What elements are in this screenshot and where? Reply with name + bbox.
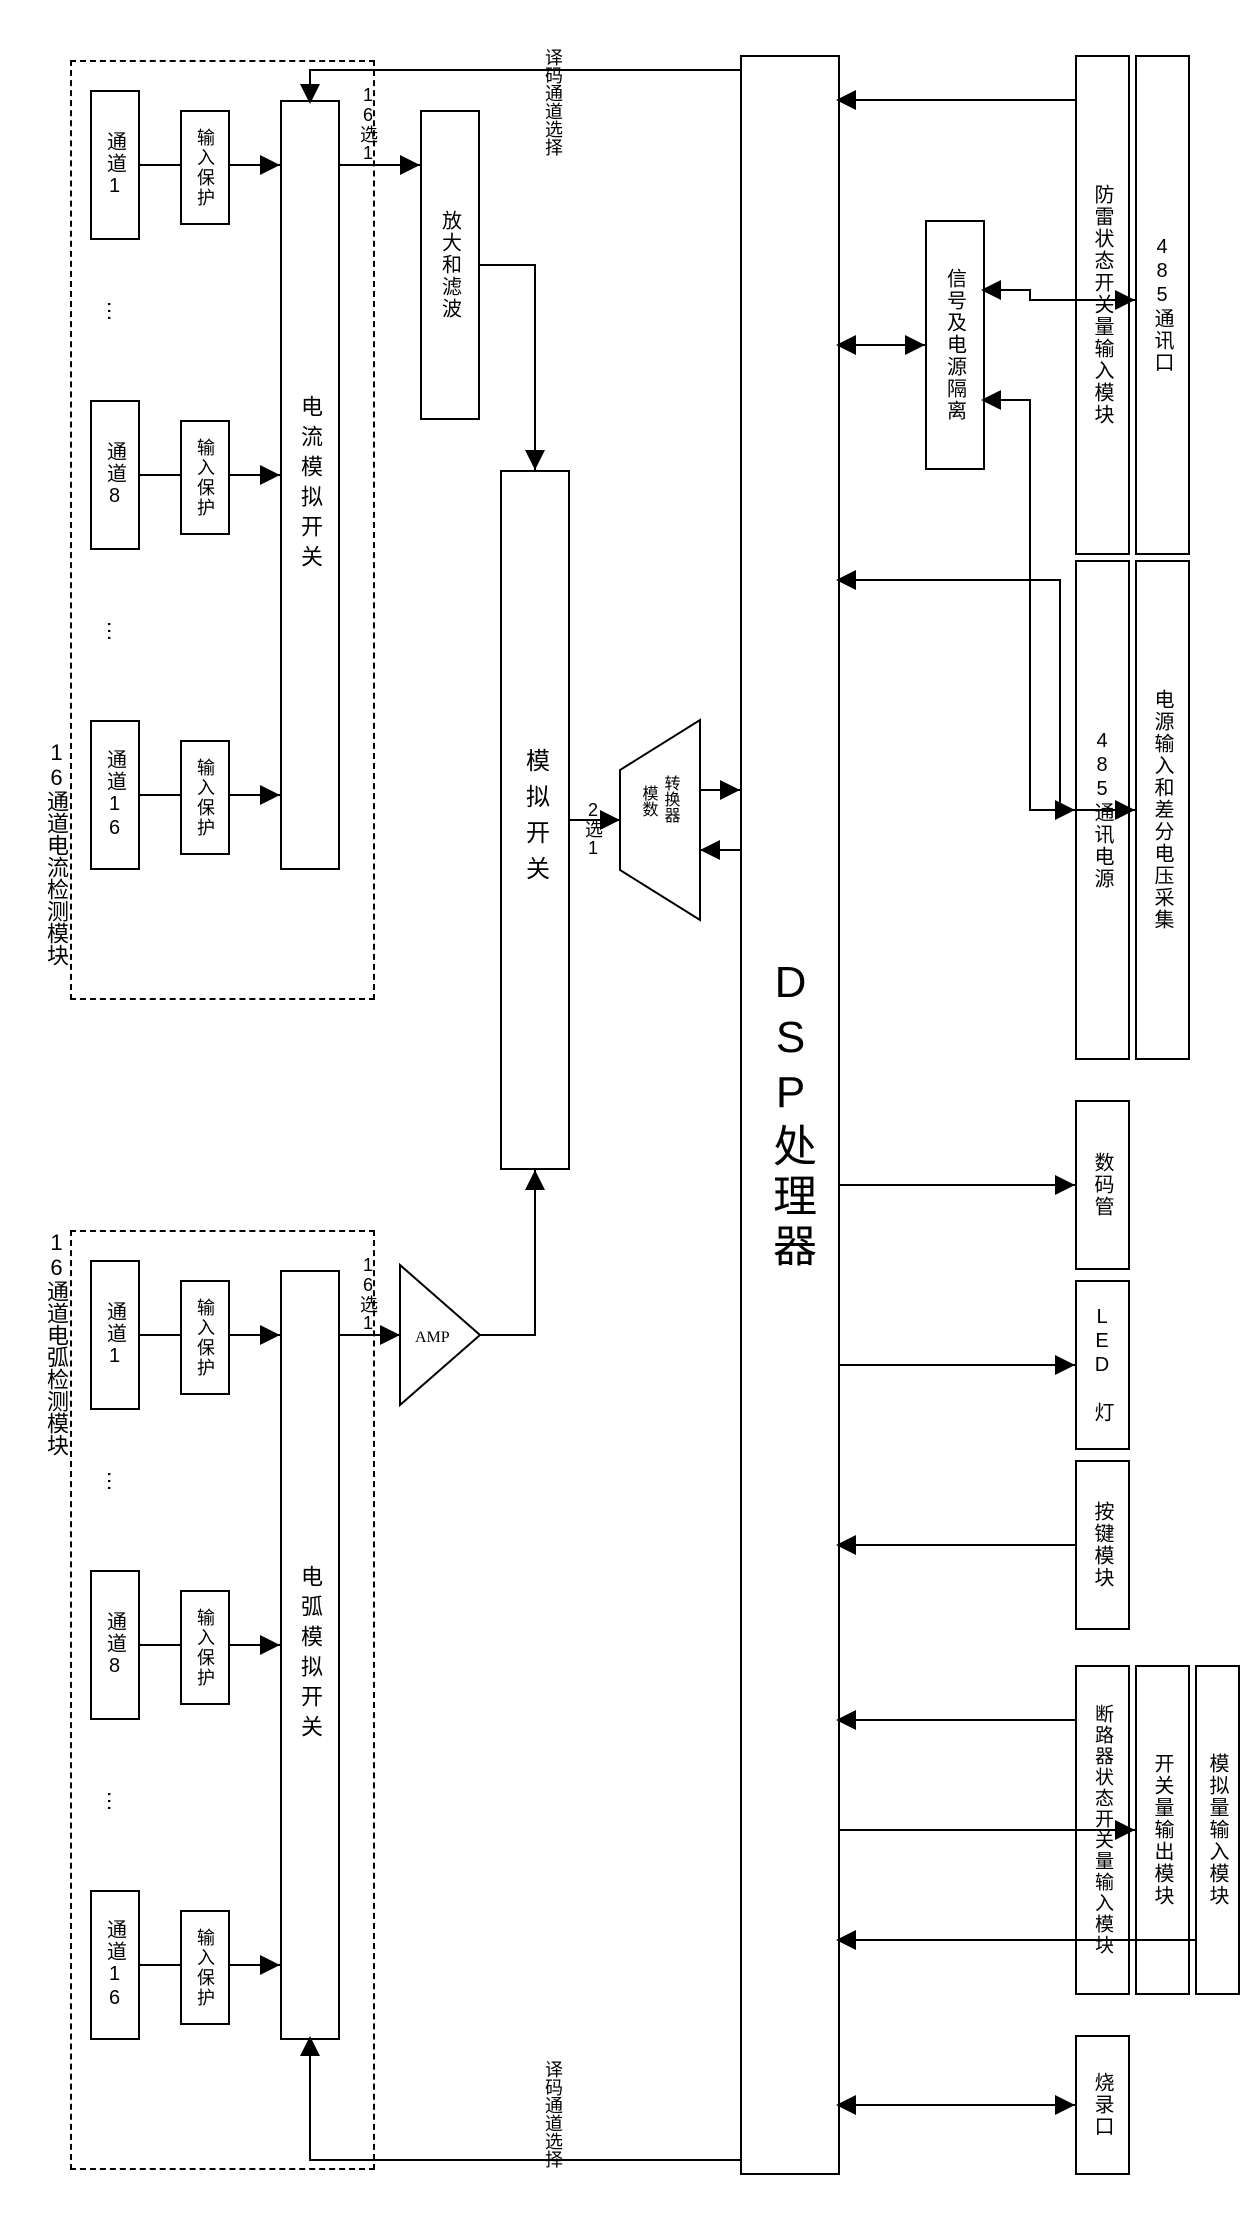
arc-ch1: 通道1 bbox=[90, 1260, 140, 1410]
current-protect-16: 输入保护 bbox=[180, 740, 230, 855]
arc-ch8: 通道8 bbox=[90, 1570, 140, 1720]
ellipsis: … bbox=[102, 1790, 128, 1812]
current-analog-switch: 电流模拟开关 bbox=[280, 100, 340, 870]
right-block-0: 防雷状态开关量输入模块 bbox=[1075, 55, 1130, 555]
svg-text:AMP: AMP bbox=[415, 1329, 450, 1346]
mux2-label: 2选1 bbox=[580, 800, 606, 858]
current-protect-1: 输入保护 bbox=[180, 110, 230, 225]
right-block-1: 485通讯口 bbox=[1135, 55, 1190, 555]
ellipsis: … bbox=[102, 300, 128, 322]
right-block-9: 模拟量输入模块 bbox=[1195, 1665, 1240, 1995]
amp-filter: 放大和滤波 bbox=[420, 110, 480, 420]
svg-text:模数: 模数 bbox=[640, 785, 659, 817]
dsp-processor: DSP处理器 bbox=[740, 55, 840, 2175]
arc-protect-8: 输入保护 bbox=[180, 1590, 230, 1705]
current-module-title: 16通道电流检测模块 bbox=[40, 740, 72, 966]
current-decode-label: 译码通道选择 bbox=[540, 48, 566, 156]
arc-ch16: 通道16 bbox=[90, 1890, 140, 2040]
arc-decode-label: 译码通道选择 bbox=[540, 2060, 566, 2168]
arc-module-title: 16通道电弧检测模块 bbox=[40, 1230, 72, 1456]
right-block-5: LED 灯 bbox=[1075, 1280, 1130, 1450]
right-block-4: 数码管 bbox=[1075, 1100, 1130, 1270]
arc-protect-1: 输入保护 bbox=[180, 1280, 230, 1395]
current-ch16: 通道16 bbox=[90, 720, 140, 870]
right-block-3: 电源输入和差分电压采集 bbox=[1135, 560, 1190, 1060]
right-block-6: 按键模块 bbox=[1075, 1460, 1130, 1630]
arc-analog-switch: 电弧模拟开关 bbox=[280, 1270, 340, 2040]
right-block-2: 485通讯电源 bbox=[1075, 560, 1130, 1060]
arc-protect-16: 输入保护 bbox=[180, 1910, 230, 2025]
right-block-8: 开关量输出模块 bbox=[1135, 1665, 1190, 1995]
current-ch8: 通道8 bbox=[90, 400, 140, 550]
current-ch1: 通道1 bbox=[90, 90, 140, 240]
diagram-canvas: 16通道电流检测模块 通道1 … 通道8 … 通道16 输入保护 输入保护 输入… bbox=[0, 0, 1240, 2237]
current-protect-8: 输入保护 bbox=[180, 420, 230, 535]
isolation: 信号及电源隔离 bbox=[925, 220, 985, 470]
arc-16sel1: 16选1 bbox=[355, 1255, 381, 1333]
svg-text:转换器: 转换器 bbox=[662, 775, 681, 823]
ellipsis: … bbox=[102, 1470, 128, 1492]
right-block-7: 断路器状态开关量输入模块 bbox=[1075, 1665, 1130, 1995]
right-block-10: 烧录口 bbox=[1075, 2035, 1130, 2175]
current-16sel1: 16选1 bbox=[355, 85, 381, 163]
analog-switch: 模拟开关 bbox=[500, 470, 570, 1170]
ellipsis: … bbox=[102, 620, 128, 642]
